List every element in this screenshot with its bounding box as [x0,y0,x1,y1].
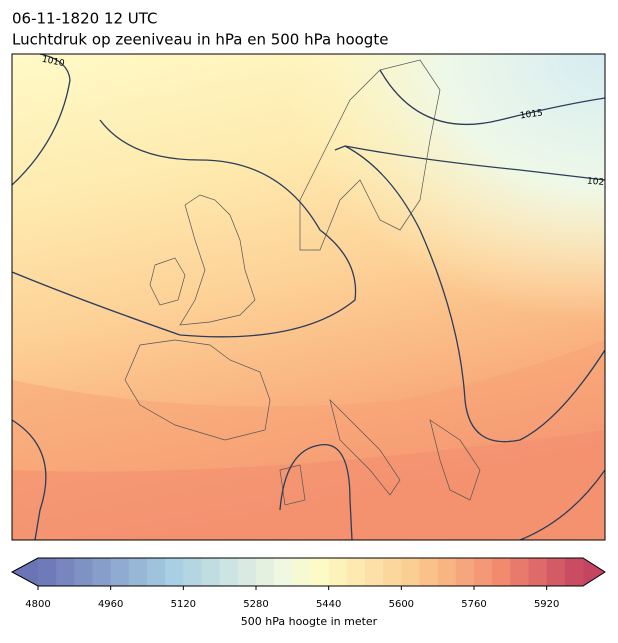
colorbar-segment [183,558,202,586]
colorbar-segment [401,558,420,586]
colorbar-segment [38,558,57,586]
isobars [12,54,605,540]
colorbar-segment [219,558,239,586]
colorbar-segment [564,558,584,586]
colorbar-segment [310,558,330,586]
map-frame [11,53,606,541]
colorbar-label: 500 hPa hoogte in meter [241,615,378,628]
colorbar-extend-high [583,558,605,586]
colorbar-segment [128,558,148,586]
colorbar-segment [510,558,529,586]
colorbar-outline [10,557,606,587]
colorbar-segment [274,558,293,586]
colorbar-tick-label: 5760 [461,599,486,610]
height-band [12,430,605,540]
date: 06-11-1820 12 UTC [12,10,158,28]
contour-label: 1015 [519,108,543,121]
colorbar-tick-label: 4800 [25,599,50,610]
colorbar-segment [419,558,439,586]
colorbar-segment [201,558,221,586]
map: 1010 1015 102 [12,54,605,540]
colorbar-segment [256,558,275,586]
colorbar-segment [92,558,112,586]
contour-label: 102 [587,177,605,188]
colorbar-tick-label: 5120 [171,599,196,610]
colorbar-segment [383,558,402,586]
colorbar-segment [474,558,493,586]
colorbar-segment [528,558,548,586]
colorbar: 4800 4960 5120 5280 5440 5600 5760 5920 [10,557,606,610]
colorbar-segment [546,558,566,586]
colorbar-segment [328,558,348,586]
contour-label: 1010 [41,55,66,70]
title: Luchtdruk op zeeniveau in hPa en 500 hPa… [12,31,388,49]
colorbar-segment [237,558,257,586]
colorbar-segment [492,558,511,586]
colorbar-tick-label: 5280 [243,599,268,610]
colorbar-segment [147,558,166,586]
colorbar-segment [74,558,93,586]
colorbar-segment [292,558,311,586]
colorbar-tick-label: 5920 [534,599,559,610]
coastlines [124,59,481,506]
colorbar-segment [455,558,475,586]
colorbar-segment [110,558,130,586]
colorbar-tick-label: 4960 [98,599,123,610]
colorbar-segment [365,558,384,586]
colorbar-segment [346,558,366,586]
colorbar-extend-low [12,558,38,586]
colorbar-tick-label: 5440 [316,599,341,610]
colorbar-segment [437,558,457,586]
colorbar-segment [165,558,184,586]
colorbar-tick-label: 5600 [389,599,414,610]
colorbar-segment [56,558,75,586]
